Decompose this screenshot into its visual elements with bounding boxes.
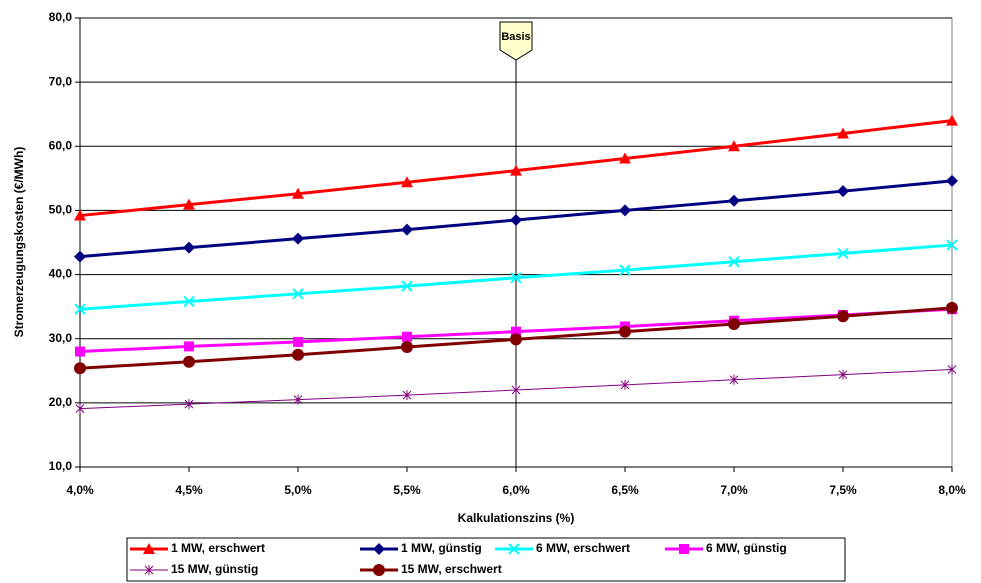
- marker: [510, 272, 522, 284]
- y-tick-label: 80,0: [49, 10, 73, 24]
- marker: [293, 394, 303, 405]
- x-tick-label: 8,0%: [938, 483, 966, 497]
- marker: [183, 355, 195, 368]
- legend-label: 1 MW, günstig: [401, 541, 482, 555]
- legend-label: 1 MW, erschwert: [171, 541, 265, 555]
- legend-item: 15 MW, erschwert: [360, 562, 502, 576]
- marker: [74, 250, 86, 263]
- marker: [620, 379, 630, 390]
- y-tick-label: 10,0: [49, 459, 73, 473]
- marker: [402, 390, 412, 401]
- marker: [838, 369, 848, 380]
- marker: [144, 565, 154, 575]
- legend-label: 6 MW, erschwert: [536, 541, 630, 555]
- y-axis-label: Stromerzeugungskosten (€/MWh): [12, 147, 26, 338]
- legend-item: 15 MW, günstig: [130, 562, 258, 576]
- y-tick-label: 20,0: [49, 395, 73, 409]
- marker: [619, 325, 631, 338]
- marker: [373, 564, 385, 576]
- marker: [946, 301, 958, 314]
- y-tick-label: 30,0: [49, 331, 73, 345]
- x-tick-label: 7,0%: [720, 483, 748, 497]
- marker: [679, 544, 689, 554]
- y-tick-label: 40,0: [49, 267, 73, 281]
- marker: [75, 346, 85, 357]
- marker: [74, 303, 86, 315]
- marker: [143, 543, 155, 554]
- marker: [837, 185, 849, 198]
- annotation-callout: [499, 21, 533, 61]
- marker: [837, 310, 849, 323]
- marker: [510, 214, 522, 227]
- marker: [510, 333, 522, 346]
- marker: [728, 317, 740, 330]
- marker: [74, 209, 86, 221]
- x-tick-label: 4,5%: [175, 483, 203, 497]
- legend-label: 6 MW, günstig: [706, 541, 787, 555]
- y-tick-label: 70,0: [49, 74, 73, 88]
- annotation-text: Basis: [501, 31, 530, 43]
- marker: [728, 140, 740, 152]
- legend-label: 15 MW, günstig: [171, 562, 258, 576]
- marker: [293, 336, 303, 347]
- marker: [292, 348, 304, 361]
- x-axis-label: Kalkulationszins (%): [458, 511, 575, 525]
- marker: [837, 127, 849, 139]
- legend-item: 1 MW, erschwert: [130, 541, 265, 555]
- legend-item: 1 MW, günstig: [360, 541, 482, 555]
- legend-item: 6 MW, günstig: [665, 541, 787, 555]
- marker: [619, 152, 631, 164]
- marker: [619, 204, 631, 217]
- marker: [946, 239, 958, 251]
- marker: [946, 174, 958, 187]
- marker: [401, 341, 413, 354]
- marker: [510, 164, 522, 176]
- marker: [183, 241, 195, 254]
- x-tick-label: 6,0%: [502, 483, 530, 497]
- legend-item: 6 MW, erschwert: [495, 541, 630, 555]
- marker: [619, 264, 631, 276]
- legend-box: [126, 537, 846, 582]
- marker: [292, 232, 304, 245]
- marker: [74, 362, 86, 375]
- marker: [373, 543, 385, 555]
- marker: [184, 399, 194, 410]
- legend-label: 15 MW, erschwert: [401, 562, 502, 576]
- marker: [292, 187, 304, 199]
- marker: [728, 194, 740, 207]
- marker: [508, 543, 520, 555]
- marker: [401, 176, 413, 188]
- marker: [75, 403, 85, 414]
- y-tick-label: 60,0: [49, 138, 73, 152]
- marker: [511, 385, 521, 396]
- marker: [947, 364, 957, 375]
- marker: [837, 247, 849, 260]
- marker: [402, 331, 412, 342]
- marker: [946, 114, 958, 126]
- marker: [728, 256, 740, 268]
- marker: [401, 280, 413, 292]
- x-tick-label: 6,5%: [611, 483, 639, 497]
- y-tick-label: 50,0: [49, 203, 73, 217]
- marker: [183, 295, 195, 308]
- x-tick-label: 5,5%: [393, 483, 421, 497]
- marker: [184, 341, 194, 352]
- x-tick-label: 5,0%: [284, 483, 312, 497]
- marker: [729, 374, 739, 385]
- x-tick-label: 4,0%: [66, 483, 94, 497]
- marker: [401, 223, 413, 236]
- marker: [183, 198, 195, 210]
- marker: [292, 288, 304, 300]
- marker: [511, 326, 521, 337]
- x-tick-label: 7,5%: [829, 483, 857, 497]
